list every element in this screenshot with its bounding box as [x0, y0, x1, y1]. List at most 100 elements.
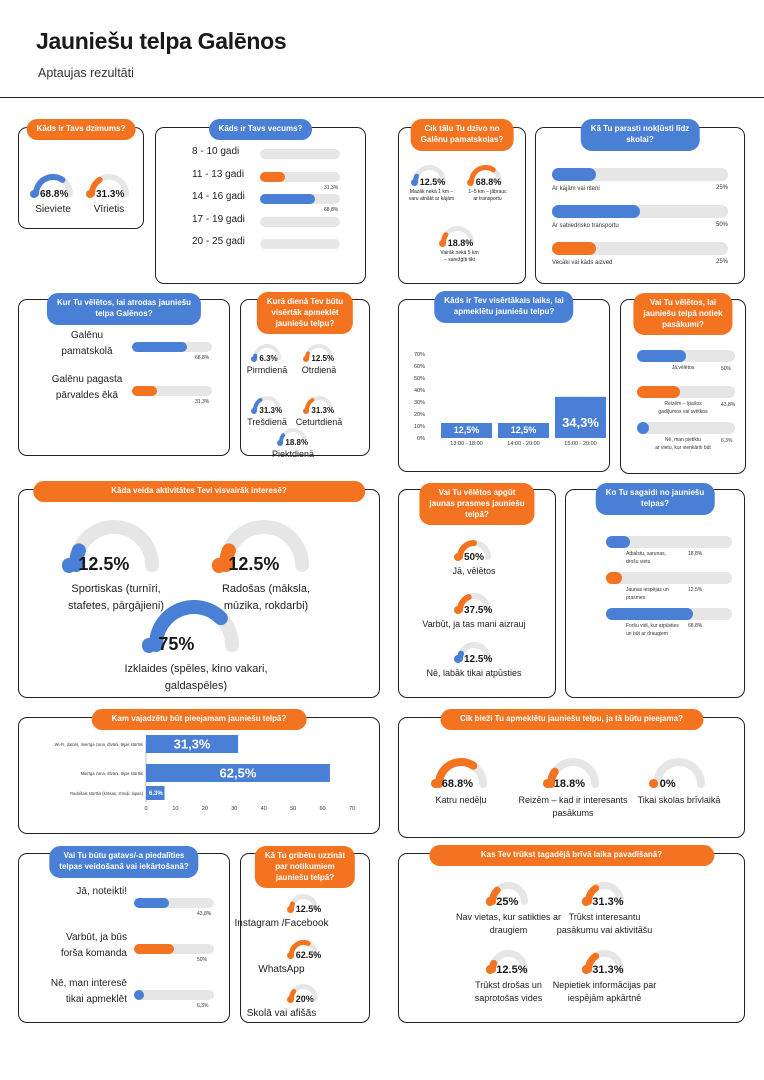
activities-percent: 12.5% [212, 554, 279, 575]
transport-bar-track [552, 242, 728, 255]
dot-icon [454, 606, 462, 615]
dot-icon [454, 655, 462, 664]
day-label: Trešdienā [247, 417, 287, 427]
location-card: Kur Tu vēlētos, lai atrodas jauniešu telp… [18, 293, 230, 456]
age-bar-fill [260, 171, 286, 182]
participate-bar-fill [134, 990, 144, 1000]
transport-value: 25% [716, 185, 729, 191]
needs-x-tick: 60 [320, 806, 326, 812]
time-data-label: 34,3% [562, 415, 599, 430]
expect-bar-fill [606, 572, 622, 584]
needs-card: Kam vajadzētu būt pieejamam jauniešu tel… [18, 709, 380, 834]
dot-icon [410, 179, 418, 187]
dot-icon [286, 906, 294, 914]
info-percent: 62.5% [286, 950, 321, 960]
gender-question: Kāds ir Tavs dzimums? [26, 119, 136, 140]
events-bar-track [637, 386, 735, 398]
lack-label: Nepietiek informācijas par iespējām apkār… [552, 979, 657, 1004]
dot-icon [303, 408, 310, 415]
info-label: Instagram /Facebook [234, 917, 329, 929]
transport-label: Ar kājām vai riteni [552, 186, 600, 192]
day-label: Pirmdienā [246, 365, 288, 375]
needs-data-label: 31,3% [174, 737, 211, 752]
expect-question: Ko Tu sagaidi no jauniešu telpas? [595, 483, 715, 515]
skills-label: Varbūt, ja tas mani aizrauj [422, 619, 526, 629]
expect-bar-track [606, 608, 732, 620]
distance-percent: 68.8% [466, 177, 501, 187]
needs-x-tick: 40 [261, 806, 267, 812]
expect-value: 12,5% [688, 587, 703, 593]
events-bar-track [637, 422, 735, 434]
age-bar-track [260, 194, 340, 204]
time-bar [555, 396, 606, 438]
frequency-card: Cik bieži Tu apmeklētu jauniešu telpu, j… [398, 709, 745, 838]
expect-label: Foršu vidi, kur atpūsties un būt ar draug… [626, 623, 679, 637]
time-data-label: 12,5% [454, 425, 480, 435]
dot-icon [649, 779, 658, 789]
transport-value: 50% [716, 222, 729, 228]
needs-data-label: 6.3% [149, 791, 163, 797]
participate-bar-track [134, 898, 214, 908]
age-bar-track [260, 171, 340, 182]
needs-bar [146, 764, 330, 782]
gender-card: Kāds ir Tavs dzimums? 68.8% Sieviete 31.3%… [18, 119, 144, 229]
activities-card: Kāda veida aktivitātes Tevi visvairāk in… [18, 481, 380, 698]
time-y-tick: 0% [417, 436, 425, 442]
lack-percent: 31.3% [581, 896, 624, 908]
transport-bar-track [552, 205, 728, 218]
dot-icon [286, 996, 294, 1004]
distance-label: Vairāk nekā 5 km – sarežģīti tikt [440, 249, 479, 264]
dot-icon [454, 553, 462, 562]
participate-card: Vai Tu būtu gatavs/-a piedalīties telpas … [18, 846, 230, 1023]
transport-bar-fill [552, 242, 596, 255]
dot-icon [62, 558, 77, 573]
transport-value: 25% [716, 259, 729, 265]
events-value: 50% [721, 366, 732, 372]
activities-percent: 12.5% [62, 554, 129, 575]
time-question: Kāds ir Tev visērtākais laiks, lai apmekl… [434, 291, 574, 323]
day-label: Otrdienā [301, 365, 337, 375]
age-bar-track [260, 149, 340, 159]
info-label: WhatsApp [258, 963, 305, 975]
needs-category: Radošais stūrītis (krāsas, zīmuļi, lapas… [70, 791, 143, 796]
events-bar-fill [637, 386, 680, 398]
age-card: Kāds ir Tavs vecums? 8 - 10 gadi 11 - 13 … [155, 119, 366, 284]
events-label: Jā,vēlētos [671, 365, 695, 371]
participate-label: Jā, noteikti! [76, 886, 127, 898]
needs-x-tick: 30 [231, 806, 237, 812]
frequency-percent: 18.8% [543, 778, 585, 790]
needs-x-tick: 70 [349, 806, 355, 812]
participate-bar-fill [134, 944, 174, 954]
day-question: Kurā dienā Tev būtu visērtāk apmeklēt jaun… [256, 292, 354, 335]
frequency-percent: 0% [649, 778, 676, 790]
events-question: Vai Tu vēlētos, lai jauniešu telpā notiek… [633, 293, 733, 336]
location-bar-track [132, 342, 212, 352]
age-bar-track [260, 239, 340, 249]
dot-icon [86, 190, 94, 199]
expect-bar-fill [606, 536, 630, 548]
transport-card: Kā Tu parasti nokļūsti līdz skolai? Ar kā… [535, 119, 745, 284]
transport-bar-track [552, 168, 728, 181]
expect-label: Atbalstu, sarunas, drošu vietu [626, 551, 667, 565]
dot-icon [581, 965, 591, 975]
info-card: Kā Tu gribētu uzzināt par notikumiem jauni… [235, 846, 370, 1023]
needs-question: Kam vajadzētu būt pieejamam jauniešu tel… [91, 709, 307, 730]
distance-label: Mazāk nekā 1 km – varu atnākt ar kājām [408, 188, 455, 203]
dot-icon [485, 965, 495, 975]
age-label: 14 - 16 gadi [192, 191, 245, 203]
age-bar-fill [260, 194, 316, 204]
lack-percent: 31.3% [581, 964, 624, 976]
distance-gauge-arc [469, 165, 502, 184]
expect-bar-track [606, 572, 732, 584]
dot-icon [251, 356, 258, 363]
events-value: 6,3% [721, 438, 733, 444]
day-label: Piektdienā [271, 449, 315, 459]
activities-percent: 75% [142, 634, 194, 655]
needs-data-label: 62,5% [220, 766, 257, 781]
distance-percent: 12.5% [410, 177, 445, 187]
skills-percent: 37.5% [454, 605, 492, 616]
age-label: 20 - 25 gadi [192, 236, 245, 248]
distance-card: Cik tālu Tu dzīvo no Galēnu pamatskolas? … [398, 119, 526, 284]
header-divider [0, 97, 764, 98]
age-label: 11 - 13 gadi [192, 168, 245, 180]
